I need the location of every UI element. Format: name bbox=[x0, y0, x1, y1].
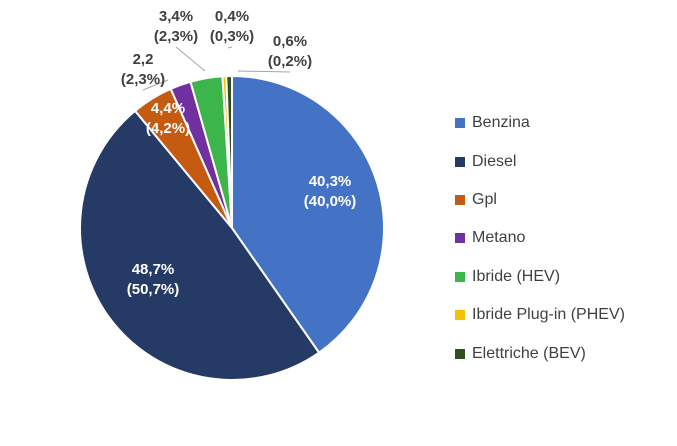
leader-line bbox=[175, 46, 206, 72]
legend-label: Gpl bbox=[472, 190, 497, 208]
pie-slice-benzina bbox=[231, 74, 385, 355]
legend-label: Metano bbox=[472, 229, 526, 247]
pie-slice-elettriche-bev bbox=[225, 74, 233, 229]
legend-swatch bbox=[455, 233, 465, 244]
legend-item: Elettriche (BEV) bbox=[455, 334, 675, 372]
legend-swatch bbox=[455, 310, 465, 321]
legend-swatch bbox=[455, 118, 465, 129]
legend-swatch bbox=[455, 194, 465, 205]
data-label-value: 3,4% bbox=[159, 8, 193, 25]
leader-line bbox=[237, 70, 291, 73]
data-label-secondary: (50,7%) bbox=[127, 281, 180, 298]
legend-label: Benzina bbox=[472, 114, 530, 132]
legend-label: Elettriche (BEV) bbox=[472, 344, 586, 362]
legend-item: Metano bbox=[455, 219, 675, 257]
legend-item: Ibride (HEV) bbox=[455, 258, 675, 296]
data-label-value: 48,7% bbox=[132, 261, 175, 278]
pie-slice-diesel bbox=[79, 109, 321, 381]
legend-item: Benzina bbox=[455, 104, 675, 142]
data-label-secondary: (0,3%) bbox=[210, 28, 254, 45]
data-label-value: 4,4% bbox=[151, 100, 185, 117]
legend-label: Ibride (HEV) bbox=[472, 267, 561, 285]
legend-item: Ibride Plug-in (PHEV) bbox=[455, 296, 675, 334]
legend-swatch bbox=[455, 271, 465, 282]
legend-item: Diesel bbox=[455, 142, 675, 180]
data-label-secondary: (2,3%) bbox=[121, 71, 165, 88]
data-label-secondary: (4,2%) bbox=[146, 120, 190, 137]
leader-line bbox=[142, 79, 169, 91]
legend-item: Gpl bbox=[455, 181, 675, 219]
data-label-secondary: (0,2%) bbox=[268, 53, 312, 70]
data-label-secondary: (40,0%) bbox=[304, 193, 357, 210]
leader-line bbox=[227, 46, 233, 49]
data-label-value: 0,6% bbox=[273, 33, 307, 50]
legend-swatch bbox=[455, 348, 465, 359]
chart-legend: Benzina Diesel Gpl Metano Ibride (HEV) Ibride… bbox=[455, 104, 675, 373]
legend-swatch bbox=[455, 156, 465, 167]
data-label-value: 0,4% bbox=[215, 8, 249, 25]
legend-label: Diesel bbox=[472, 152, 517, 170]
data-label-value: 2,2 bbox=[133, 51, 154, 68]
data-label-secondary: (2,3%) bbox=[154, 28, 198, 45]
legend-label: Ibride Plug-in (PHEV) bbox=[472, 306, 625, 324]
data-label-value: 40,3% bbox=[309, 173, 352, 190]
